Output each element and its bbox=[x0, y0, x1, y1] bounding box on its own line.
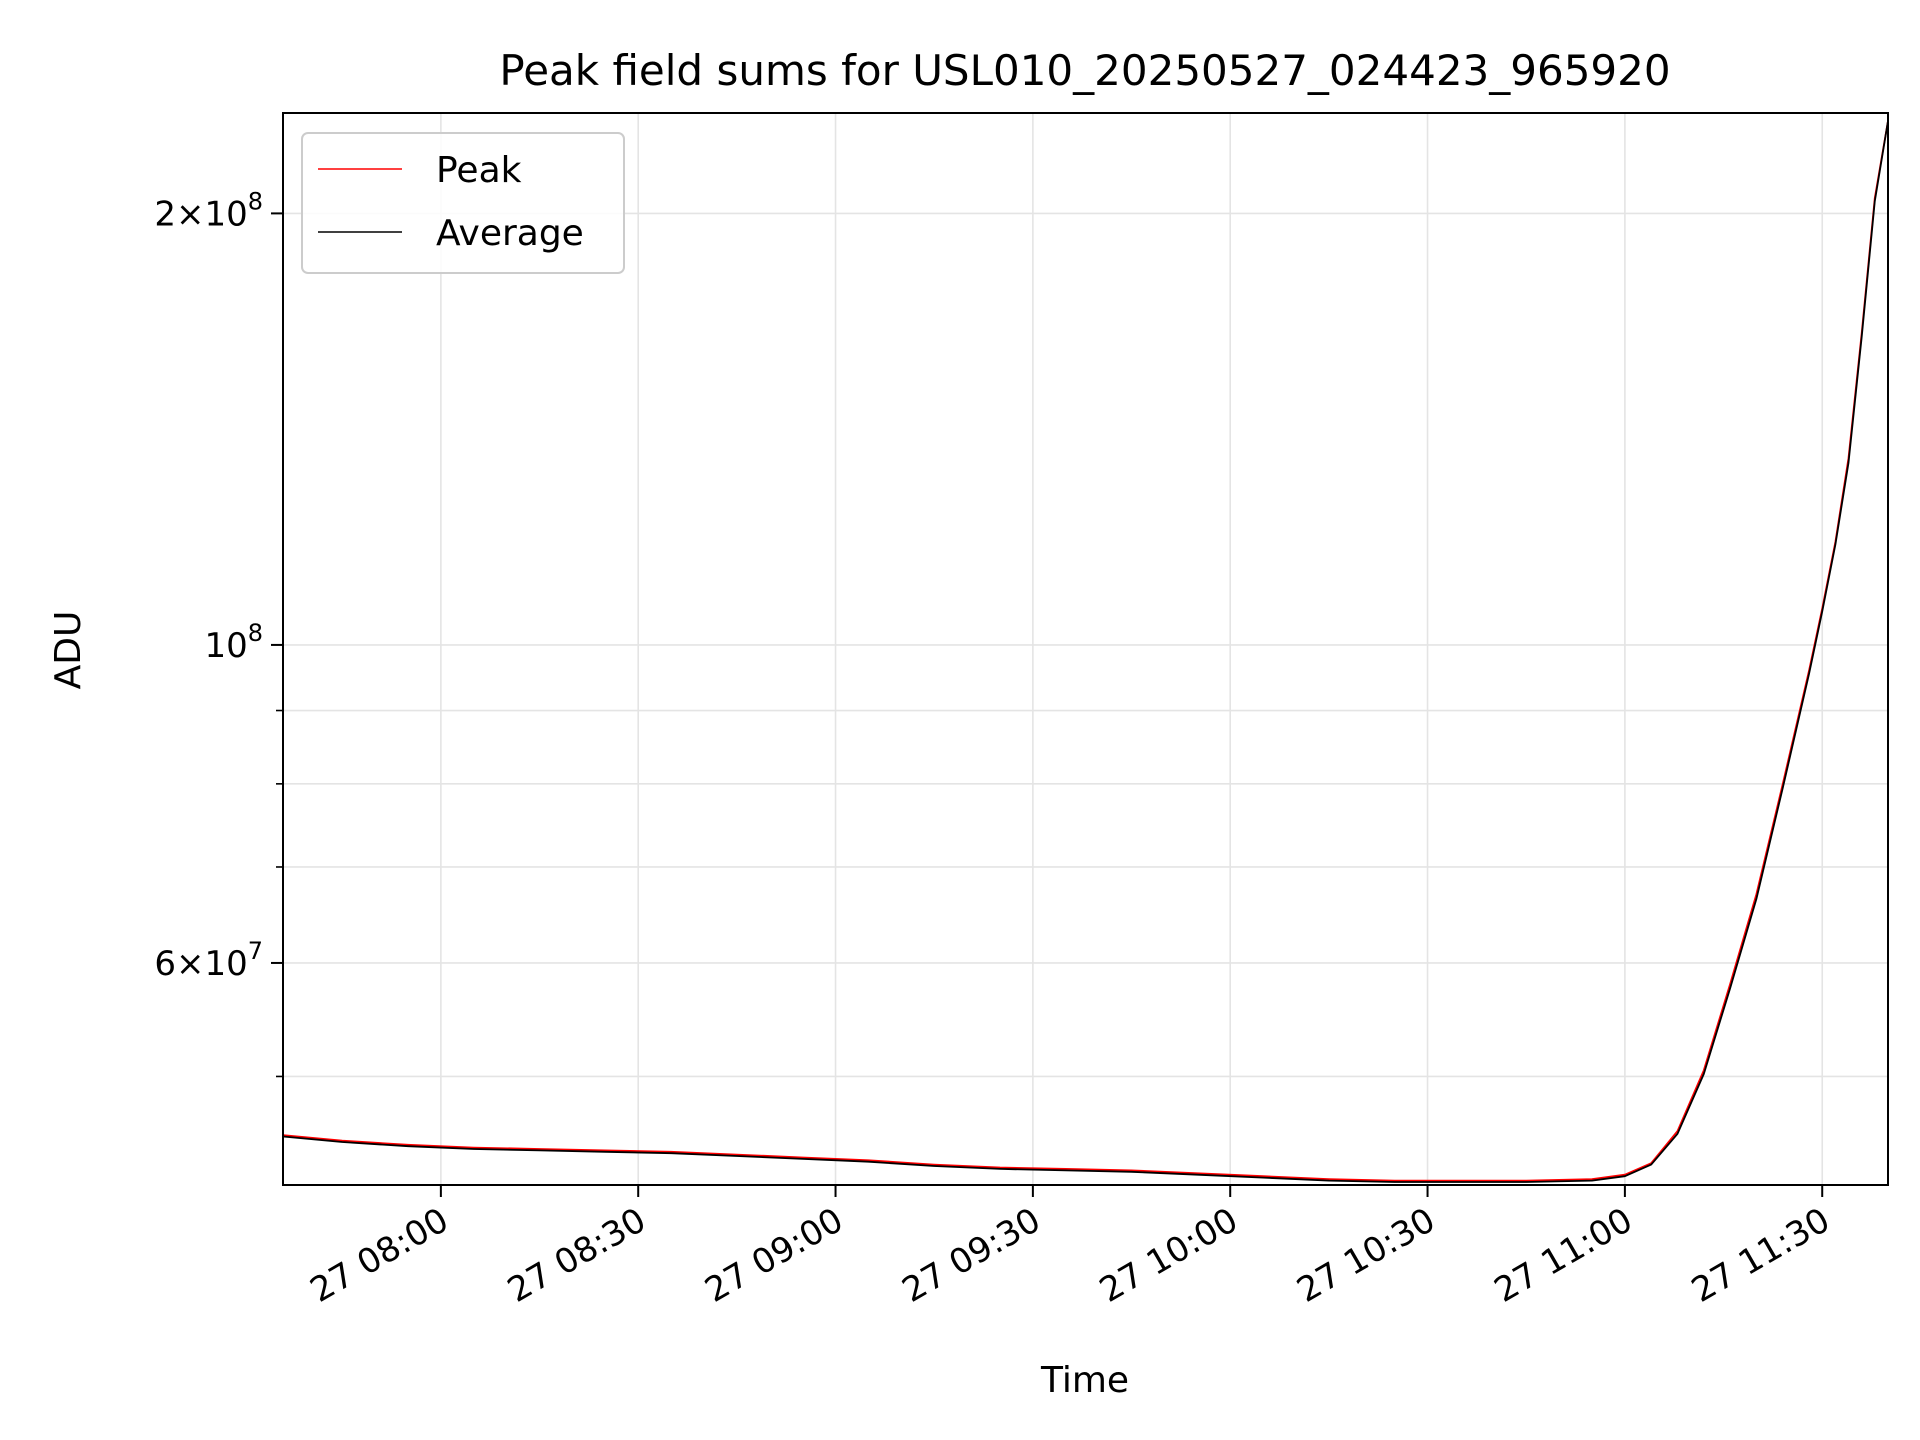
y-axis-ticks: 6×107 108 2×108 bbox=[154, 187, 283, 1078]
series-line-peak bbox=[282, 120, 1889, 1182]
x-axis-ticks: 27 08:00 27 08:30 27 09:00 27 09:30 27 10:00… bbox=[304, 1185, 1837, 1311]
x-tick-label: 27 10:00 bbox=[1093, 1200, 1245, 1311]
y-tick-label: 6×107 bbox=[154, 937, 263, 984]
x-tick-label: 27 11:30 bbox=[1685, 1200, 1837, 1311]
x-axis-label: Time bbox=[1040, 1360, 1129, 1401]
legend: Peak Average bbox=[301, 132, 625, 274]
x-tick-label: 27 09:30 bbox=[896, 1200, 1048, 1311]
x-tick-label: 27 08:30 bbox=[501, 1200, 653, 1311]
series-line-average bbox=[282, 120, 1889, 1183]
plot-frame bbox=[282, 112, 1889, 1186]
x-tick-label: 27 10:30 bbox=[1290, 1200, 1442, 1311]
legend-label-peak: Peak bbox=[436, 150, 522, 191]
y-tick-label: 108 bbox=[204, 619, 263, 666]
x-tick-label: 27 08:00 bbox=[304, 1200, 456, 1311]
legend-label-average: Average bbox=[436, 213, 584, 254]
x-tick-label: 27 11:00 bbox=[1488, 1200, 1640, 1311]
y-tick-label: 2×108 bbox=[154, 187, 263, 234]
x-tick-label: 27 09:00 bbox=[698, 1200, 850, 1311]
chart-title: Peak field sums for USL010_20250527_0244… bbox=[499, 46, 1670, 95]
legend-box bbox=[301, 132, 625, 274]
y-axis-label: ADU bbox=[48, 611, 89, 690]
series-lines bbox=[282, 120, 1889, 1183]
